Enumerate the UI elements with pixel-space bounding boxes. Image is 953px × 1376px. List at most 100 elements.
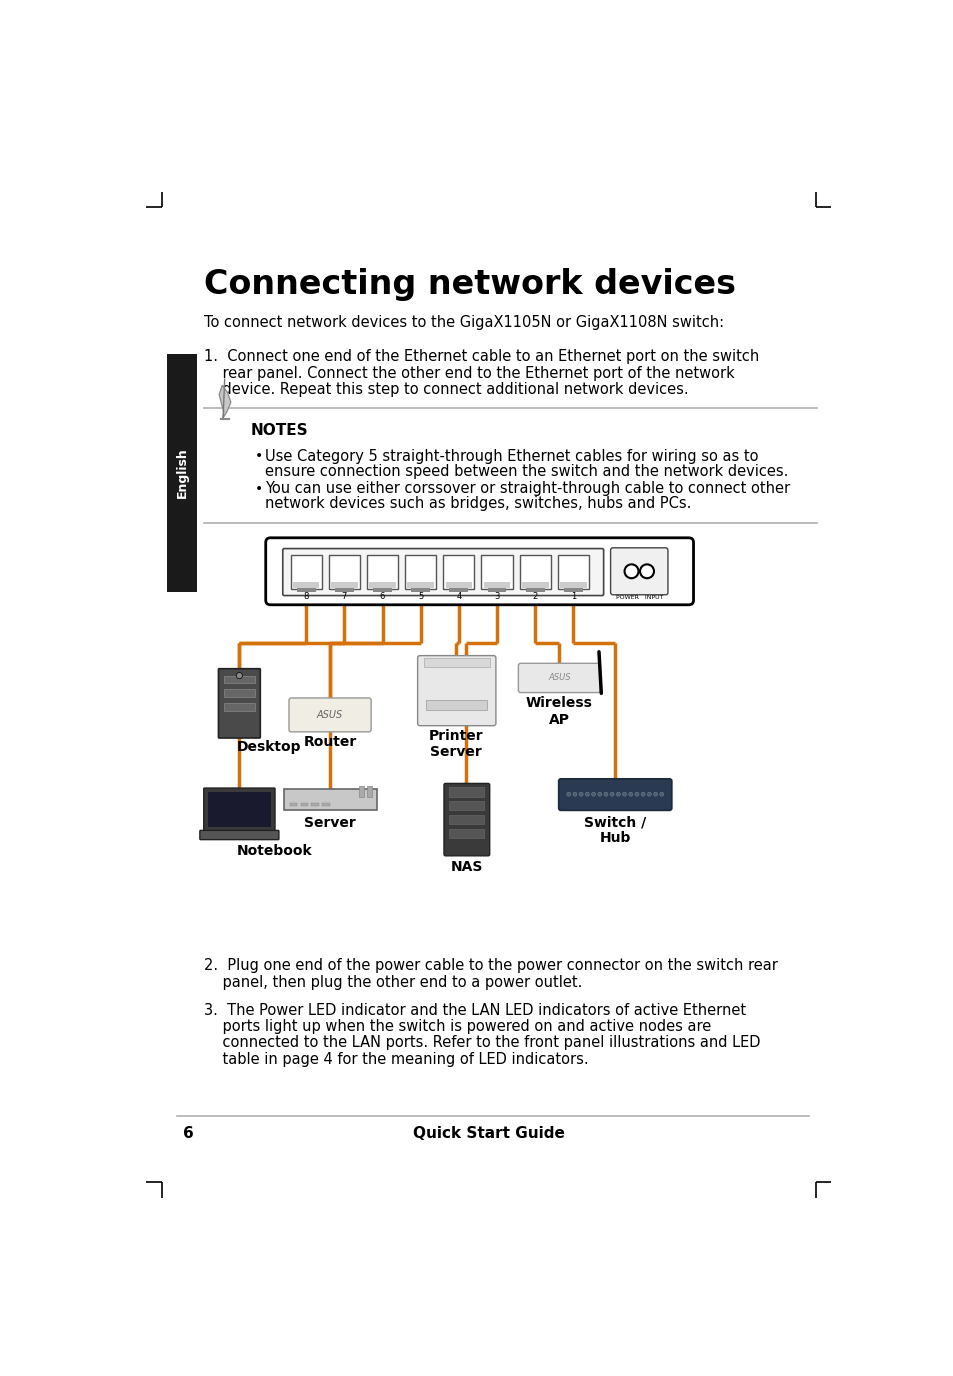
Circle shape [236, 673, 242, 678]
Circle shape [628, 793, 632, 797]
FancyBboxPatch shape [373, 588, 392, 592]
Bar [407, 582, 434, 588]
Text: 2.  Plug one end of the power cable to the power connector on the switch rear: 2. Plug one end of the power cable to th… [204, 959, 778, 973]
Bar [359, 786, 364, 797]
FancyBboxPatch shape [296, 588, 315, 592]
FancyBboxPatch shape [525, 588, 544, 592]
Text: 7: 7 [341, 592, 347, 601]
FancyBboxPatch shape [204, 788, 274, 832]
Text: NOTES: NOTES [251, 424, 309, 439]
Bar [449, 787, 484, 797]
Text: Use Category 5 straight-through Ethernet cables for wiring so as to: Use Category 5 straight-through Ethernet… [265, 449, 758, 464]
Text: panel, then plug the other end to a power outlet.: panel, then plug the other end to a powe… [204, 974, 582, 989]
Text: You can use either corssover or straight-through cable to connect other: You can use either corssover or straight… [265, 482, 789, 495]
Text: POWER   INPUT: POWER INPUT [615, 594, 662, 600]
Circle shape [585, 793, 589, 797]
FancyBboxPatch shape [563, 588, 582, 592]
Bar [483, 582, 510, 588]
FancyBboxPatch shape [199, 830, 278, 839]
Bar [367, 786, 372, 797]
Text: ensure connection speed between the switch and the network devices.: ensure connection speed between the swit… [265, 464, 787, 479]
Bar [331, 582, 357, 588]
Circle shape [624, 564, 638, 578]
FancyBboxPatch shape [411, 588, 430, 592]
FancyBboxPatch shape [289, 698, 371, 732]
Text: network devices such as bridges, switches, hubs and PCs.: network devices such as bridges, switche… [265, 497, 691, 512]
Text: 4: 4 [456, 592, 461, 601]
Text: Switch /
Hub: Switch / Hub [583, 815, 646, 845]
Bar [369, 582, 395, 588]
Text: •: • [254, 482, 263, 495]
Text: Quick Start Guide: Quick Start Guide [413, 1126, 564, 1141]
Text: Wireless
AP: Wireless AP [525, 696, 592, 727]
FancyBboxPatch shape [335, 588, 354, 592]
Text: ports light up when the switch is powered on and active nodes are: ports light up when the switch is powere… [204, 1020, 711, 1035]
Circle shape [647, 793, 651, 797]
FancyBboxPatch shape [291, 555, 321, 589]
Polygon shape [219, 385, 231, 418]
Circle shape [603, 793, 607, 797]
Text: 1.  Connect one end of the Ethernet cable to an Ethernet port on the switch: 1. Connect one end of the Ethernet cable… [204, 348, 759, 363]
Bar [521, 582, 548, 588]
FancyBboxPatch shape [487, 588, 506, 592]
Circle shape [591, 793, 595, 797]
Text: To connect network devices to the GigaX1105N or GigaX1108N switch:: To connect network devices to the GigaX1… [204, 315, 724, 330]
Text: Server: Server [304, 816, 355, 830]
Bar [449, 828, 484, 838]
Bar [293, 582, 319, 588]
Bar [224, 676, 254, 684]
Bar [445, 582, 472, 588]
Text: Router: Router [303, 735, 356, 749]
Circle shape [598, 793, 601, 797]
Text: Desktop: Desktop [236, 740, 300, 754]
Text: 2: 2 [532, 592, 537, 601]
Bar [449, 801, 484, 810]
FancyBboxPatch shape [423, 658, 489, 667]
Circle shape [610, 793, 614, 797]
Bar [449, 815, 484, 824]
Bar [290, 802, 297, 806]
Text: 3: 3 [494, 592, 499, 601]
Circle shape [659, 793, 663, 797]
Circle shape [616, 793, 619, 797]
Text: 8: 8 [303, 592, 309, 601]
Circle shape [639, 564, 654, 578]
Bar [224, 703, 254, 711]
Text: ASUS: ASUS [316, 710, 343, 720]
Circle shape [635, 793, 639, 797]
FancyBboxPatch shape [283, 788, 376, 810]
Circle shape [578, 793, 582, 797]
Text: 5: 5 [417, 592, 423, 601]
FancyBboxPatch shape [481, 555, 512, 589]
Text: Connecting network devices: Connecting network devices [204, 268, 736, 301]
Text: device. Repeat this step to connect additional network devices.: device. Repeat this step to connect addi… [204, 383, 688, 398]
Bar [311, 802, 319, 806]
Circle shape [653, 793, 657, 797]
Text: rear panel. Connect the other end to the Ethernet port of the network: rear panel. Connect the other end to the… [204, 366, 735, 381]
Circle shape [566, 793, 570, 797]
FancyBboxPatch shape [417, 655, 496, 725]
Text: 1: 1 [570, 592, 576, 601]
FancyBboxPatch shape [405, 555, 436, 589]
FancyBboxPatch shape [266, 538, 693, 605]
Bar [322, 802, 330, 806]
Text: connected to the LAN ports. Refer to the front panel illustrations and LED: connected to the LAN ports. Refer to the… [204, 1035, 760, 1050]
Bar [167, 354, 196, 593]
Text: 3.  The Power LED indicator and the LAN LED indicators of active Ethernet: 3. The Power LED indicator and the LAN L… [204, 1003, 746, 1018]
FancyBboxPatch shape [443, 783, 489, 856]
Bar [224, 689, 254, 698]
Text: •: • [254, 449, 263, 464]
Text: table in page 4 for the meaning of LED indicators.: table in page 4 for the meaning of LED i… [204, 1051, 589, 1066]
Text: ASUS: ASUS [548, 673, 570, 682]
FancyBboxPatch shape [329, 555, 359, 589]
Bar [300, 802, 308, 806]
Text: Printer
Server: Printer Server [429, 729, 483, 760]
Circle shape [622, 793, 626, 797]
Bar [559, 582, 586, 588]
Circle shape [573, 793, 577, 797]
Text: Notebook: Notebook [236, 845, 312, 859]
Text: English: English [175, 447, 189, 498]
Bar [426, 700, 487, 710]
FancyBboxPatch shape [218, 669, 260, 738]
Text: 6: 6 [183, 1126, 193, 1141]
